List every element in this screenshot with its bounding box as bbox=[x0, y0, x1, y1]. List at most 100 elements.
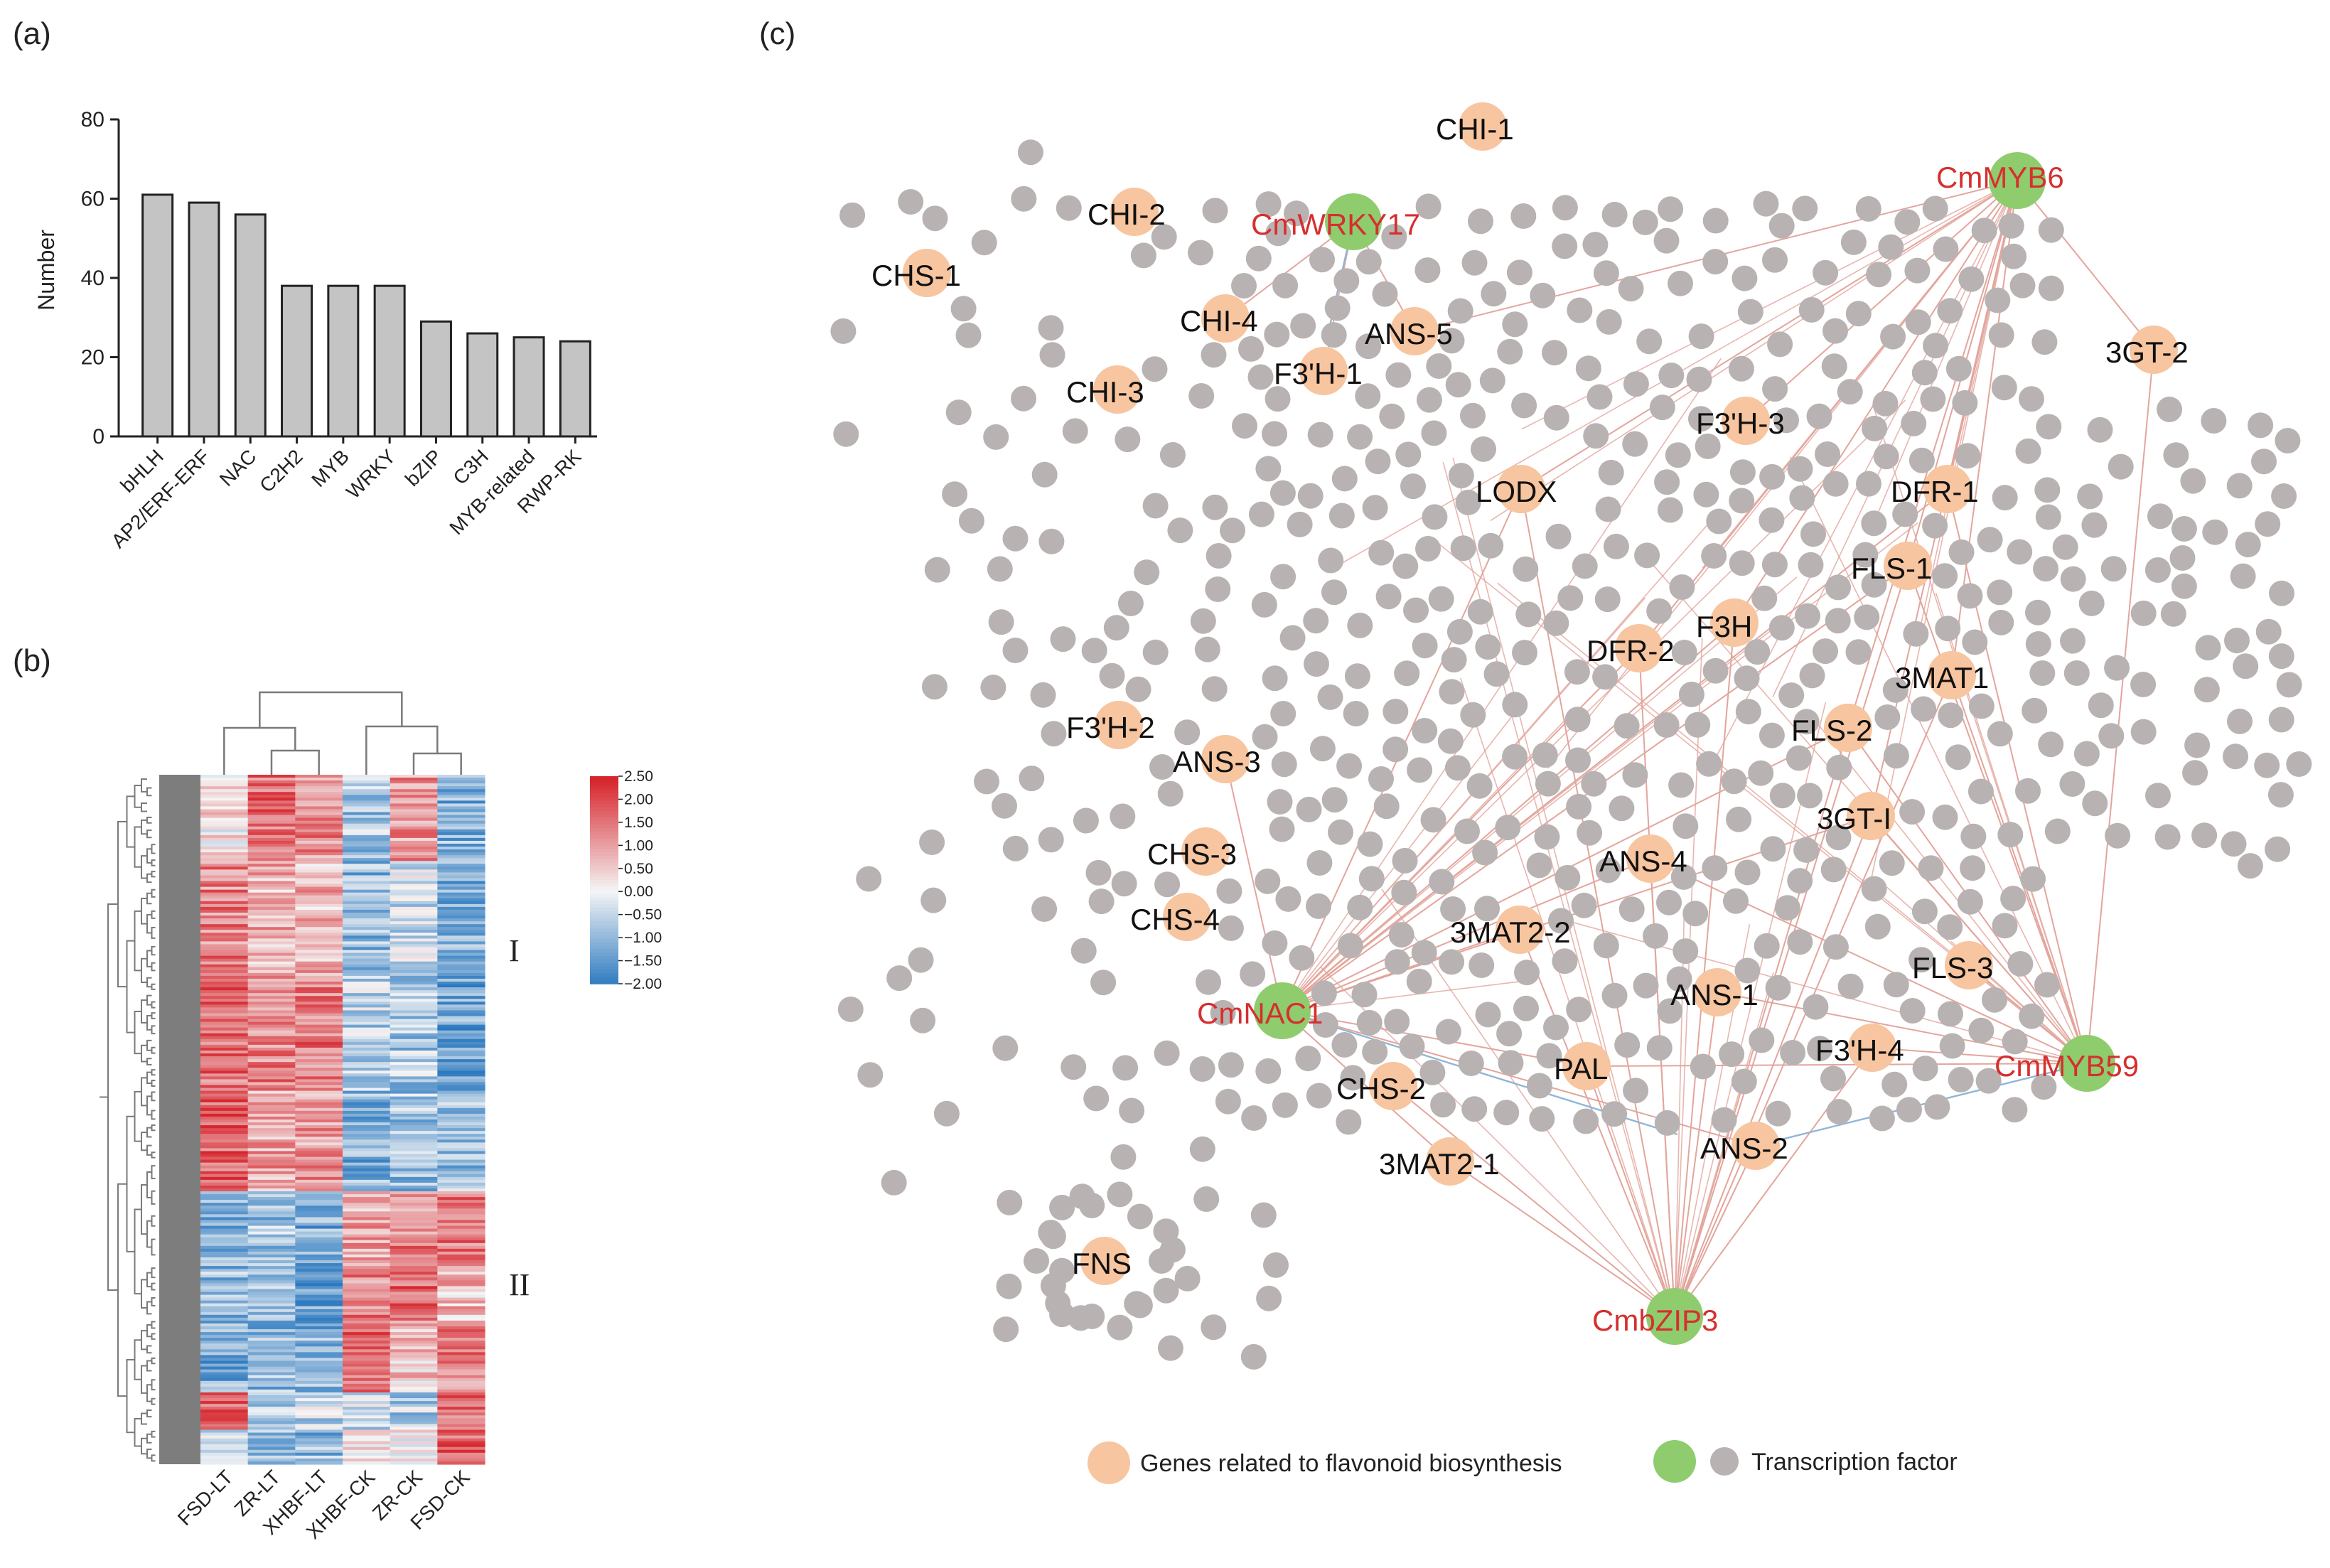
heatmap-cell bbox=[437, 1292, 485, 1296]
network-grey-node bbox=[2169, 545, 2196, 571]
heatmap-cell bbox=[295, 1059, 343, 1063]
colorbar-segment bbox=[590, 852, 618, 857]
heatmap-cell bbox=[343, 1013, 391, 1017]
heatmap-cell bbox=[295, 913, 343, 916]
colorbar-segment bbox=[590, 907, 618, 912]
heatmap-cell bbox=[295, 1401, 343, 1405]
heatmap-cell bbox=[390, 918, 438, 922]
heatmap-cell bbox=[295, 844, 343, 847]
network-grey-node bbox=[1479, 367, 1505, 394]
network-grey-node bbox=[1190, 608, 1216, 634]
network-grey-node bbox=[1759, 722, 1785, 748]
colorbar-segment bbox=[590, 803, 618, 808]
heatmap-cell bbox=[200, 1176, 249, 1181]
heatmap-cell bbox=[295, 1093, 343, 1097]
heatmap-cell bbox=[343, 1182, 391, 1186]
heatmap-cell bbox=[343, 950, 391, 954]
heatmap-cell bbox=[200, 1096, 249, 1100]
heatmap-cell bbox=[343, 826, 391, 830]
heatmap-cell bbox=[200, 840, 249, 844]
heatmap-cell bbox=[247, 844, 296, 847]
heatmap-cell bbox=[200, 1110, 249, 1115]
heatmap-cell bbox=[437, 1220, 485, 1224]
heatmap-cell bbox=[200, 1148, 249, 1152]
heatmap-cell bbox=[437, 1427, 485, 1431]
network-grey-node bbox=[1297, 483, 1324, 509]
heatmap-cell bbox=[247, 1168, 296, 1172]
network-grey-node bbox=[1347, 424, 1373, 450]
heatmap-cell bbox=[247, 1237, 296, 1241]
network-grey-node bbox=[1445, 372, 1471, 398]
heatmap-cell bbox=[343, 795, 391, 798]
heatmap-cell bbox=[390, 1073, 438, 1077]
heatmap-cell bbox=[247, 1242, 296, 1247]
heatmap-cell bbox=[295, 964, 343, 968]
heatmap-cell bbox=[247, 1096, 296, 1100]
network-grey-node bbox=[1189, 1056, 1215, 1082]
heatmap-cell bbox=[343, 1432, 391, 1437]
network-grey-node bbox=[1306, 893, 1331, 919]
heatmap-cell bbox=[295, 864, 343, 867]
network-grey-node bbox=[997, 1189, 1023, 1215]
network-grey-node bbox=[2060, 566, 2086, 592]
heatmap-cell bbox=[437, 1214, 485, 1218]
heatmap-cell bbox=[343, 1068, 391, 1071]
heatmap-cell bbox=[343, 1329, 391, 1333]
heatmap-cell bbox=[437, 861, 485, 864]
heatmap-cell bbox=[390, 895, 438, 899]
heatmap-cell bbox=[247, 1294, 296, 1299]
heatmap-cell bbox=[200, 1194, 249, 1198]
network-grey-node bbox=[1734, 957, 1761, 984]
network-gene-node bbox=[1369, 1062, 1417, 1110]
heatmap-cell bbox=[247, 903, 296, 908]
network-grey-node bbox=[1693, 481, 1719, 508]
heatmap-cell bbox=[295, 884, 343, 888]
network-grey-node bbox=[1483, 661, 1510, 687]
heatmap-cell bbox=[247, 1122, 296, 1126]
heatmap-cell bbox=[247, 1225, 296, 1230]
heatmap-cell bbox=[200, 1208, 249, 1212]
heatmap-cell bbox=[247, 832, 296, 836]
heatmap-cell bbox=[343, 806, 391, 810]
heatmap-cell bbox=[343, 878, 391, 882]
heatmap-cell bbox=[247, 1093, 296, 1097]
heatmap-cell bbox=[247, 1343, 296, 1347]
heatmap-cell bbox=[390, 1179, 438, 1183]
heatmap-cell bbox=[200, 889, 249, 893]
heatmap-cell bbox=[437, 1412, 485, 1416]
network-grey-node bbox=[1392, 553, 1419, 579]
network-edge bbox=[1586, 1065, 1675, 1317]
heatmap-cell bbox=[437, 1119, 485, 1123]
network-gene-label: CHS-2 bbox=[1336, 1072, 1426, 1105]
heatmap-cell bbox=[437, 817, 485, 822]
heatmap-cell bbox=[390, 964, 438, 968]
network-grey-node bbox=[1653, 712, 1680, 738]
heatmap-cell bbox=[247, 1375, 296, 1379]
heatmap-cell bbox=[390, 884, 438, 888]
heatmap-cell bbox=[247, 1197, 296, 1201]
heatmap-cell bbox=[200, 1332, 249, 1336]
heatmap-cell bbox=[247, 1386, 296, 1390]
heatmap-cell bbox=[247, 1194, 296, 1198]
network-grey-node bbox=[1535, 770, 1561, 797]
heatmap-cell bbox=[295, 1311, 343, 1316]
heatmap-cell bbox=[437, 901, 485, 905]
heatmap-cell bbox=[295, 1326, 343, 1330]
heatmap-cell bbox=[390, 1099, 438, 1103]
heatmap-cell bbox=[390, 1280, 438, 1284]
network-gene-node bbox=[1080, 1237, 1129, 1285]
heatmap-cell bbox=[200, 855, 249, 859]
heatmap-cell bbox=[295, 1030, 343, 1034]
heatmap-cell bbox=[295, 1427, 343, 1431]
network-grey-node bbox=[1815, 441, 1840, 467]
heatmap-cell bbox=[247, 1027, 296, 1031]
network-grey-node bbox=[1502, 692, 1528, 718]
network-gene-label: DFR-1 bbox=[1891, 475, 1979, 508]
network-grey-node bbox=[1728, 355, 1754, 382]
network-grey-node bbox=[1595, 496, 1621, 522]
network-grey-node bbox=[2154, 824, 2181, 850]
network-grey-node bbox=[1263, 1252, 1289, 1278]
network-grey-node bbox=[988, 609, 1014, 635]
network-grey-node bbox=[910, 1007, 936, 1033]
heatmap-cell bbox=[390, 1251, 438, 1255]
